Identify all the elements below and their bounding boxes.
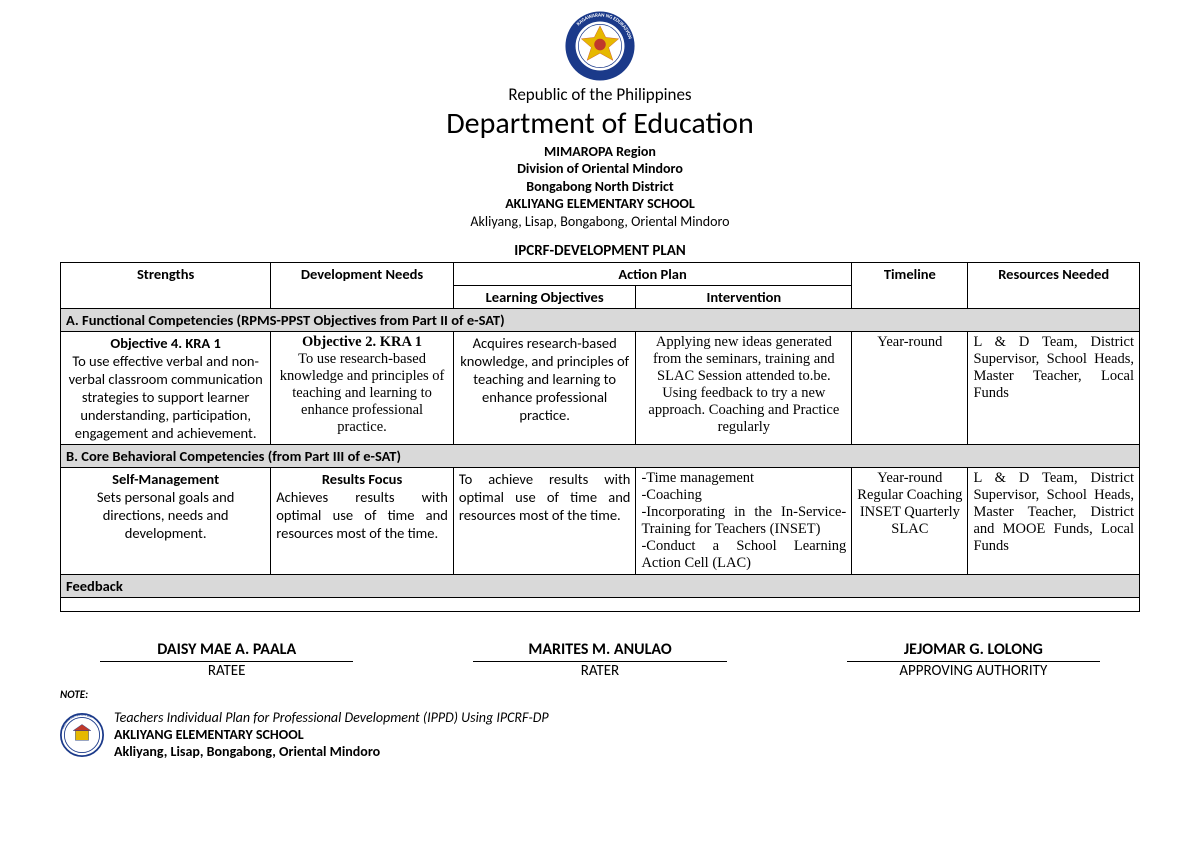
deped-seal-icon: KAGAWARAN NG EDUKASYON	[564, 10, 636, 82]
header-school: AKLIYANG ELEMENTARY SCHOOL	[60, 195, 1140, 213]
th-action-plan: Action Plan	[453, 263, 851, 286]
letterhead: Republic of the Philippines Department o…	[60, 84, 1140, 230]
row-a-dev-body: To use research-based knowledge and prin…	[280, 351, 445, 435]
note-label: NOTE:	[60, 688, 1140, 701]
approver-name: JEJOMAR G. LOLONG	[807, 640, 1140, 659]
signatures-block: DAISY MAE A. PAALA RATEE MARITES M. ANUL…	[60, 640, 1140, 680]
footer-line1: Teachers Individual Plan for Professiona…	[114, 709, 549, 726]
row-a-dev-title: Objective 2. KRA 1	[276, 334, 448, 351]
row-b-dev-title: Results Focus	[276, 470, 448, 488]
footer-line2: AKLIYANG ELEMENTARY SCHOOL	[114, 726, 549, 743]
development-plan-table: Strengths Development Needs Action Plan …	[60, 262, 1140, 612]
row-b-resources: L & D Team, District Supervisor, School …	[968, 468, 1140, 575]
row-b-strengths-title: Self-Management	[66, 470, 265, 488]
th-resources: Resources Needed	[968, 263, 1140, 309]
ratee-name: DAISY MAE A. PAALA	[60, 640, 393, 659]
section-b-header: B. Core Behavioral Competencies (from Pa…	[61, 445, 1140, 468]
feedback-cell	[61, 598, 1140, 612]
th-intervention: Intervention	[636, 286, 852, 309]
approver-role: APPROVING AUTHORITY	[899, 662, 1047, 680]
header-division: Division of Oriental Mindoro	[60, 160, 1140, 178]
header-country: Republic of the Philippines	[60, 84, 1140, 105]
signature-approver: JEJOMAR G. LOLONG APPROVING AUTHORITY	[807, 640, 1140, 680]
section-a-header: A. Functional Competencies (RPMS-PPST Ob…	[61, 309, 1140, 332]
th-timeline: Timeline	[852, 263, 968, 309]
row-a-timeline: Year-round	[852, 332, 968, 445]
ratee-role: RATEE	[208, 662, 246, 680]
th-dev-needs: Development Needs	[271, 263, 454, 309]
header-region: MIMAROPA Region	[60, 143, 1140, 161]
rater-name: MARITES M. ANULAO	[433, 640, 766, 659]
school-seal-icon: AKLIYANG ELEMENTARY SCH	[60, 713, 104, 757]
row-b-strengths-body: Sets personal goals and directions, need…	[97, 488, 235, 542]
rater-role: RATER	[581, 662, 619, 680]
signature-rater: MARITES M. ANULAO RATER	[433, 640, 766, 680]
header-district: Bongabong North District	[60, 178, 1140, 196]
feedback-header: Feedback	[61, 575, 1140, 598]
page-footer: AKLIYANG ELEMENTARY SCH Teachers Individ…	[60, 709, 1140, 760]
table-row: Objective 4. KRA 1 To use effective verb…	[61, 332, 1140, 445]
signature-ratee: DAISY MAE A. PAALA RATEE	[60, 640, 393, 680]
row-a-strengths-title: Objective 4. KRA 1	[66, 334, 265, 352]
row-a-strengths-body: To use effective verbal and non-verbal c…	[69, 352, 263, 442]
row-b-timeline: Year-round Regular Coaching INSET Quarte…	[852, 468, 968, 575]
table-row: Self-Management Sets personal goals and …	[61, 468, 1140, 575]
header-address: Akliyang, Lisap, Bongabong, Oriental Min…	[60, 213, 1140, 231]
row-b-intervention: -Time management -Coaching -Incorporatin…	[636, 468, 852, 575]
footer-line3: Akliyang, Lisap, Bongabong, Oriental Min…	[114, 743, 549, 760]
header-department: Department of Education	[60, 105, 1140, 143]
th-learning-obj: Learning Objectives	[453, 286, 636, 309]
row-b-dev-body: Achieves results with optimal use of tim…	[276, 488, 448, 542]
th-strengths: Strengths	[61, 263, 271, 309]
row-b-learning: To achieve results with optimal use of t…	[453, 468, 636, 575]
row-a-intervention: Applying new ideas generated from the se…	[636, 332, 852, 445]
row-a-learning: Acquires research-based knowledge, and p…	[453, 332, 636, 445]
row-a-resources: L & D Team, District Supervisor, School …	[968, 332, 1140, 445]
plan-title: IPCRF-DEVELOPMENT PLAN	[60, 242, 1140, 260]
